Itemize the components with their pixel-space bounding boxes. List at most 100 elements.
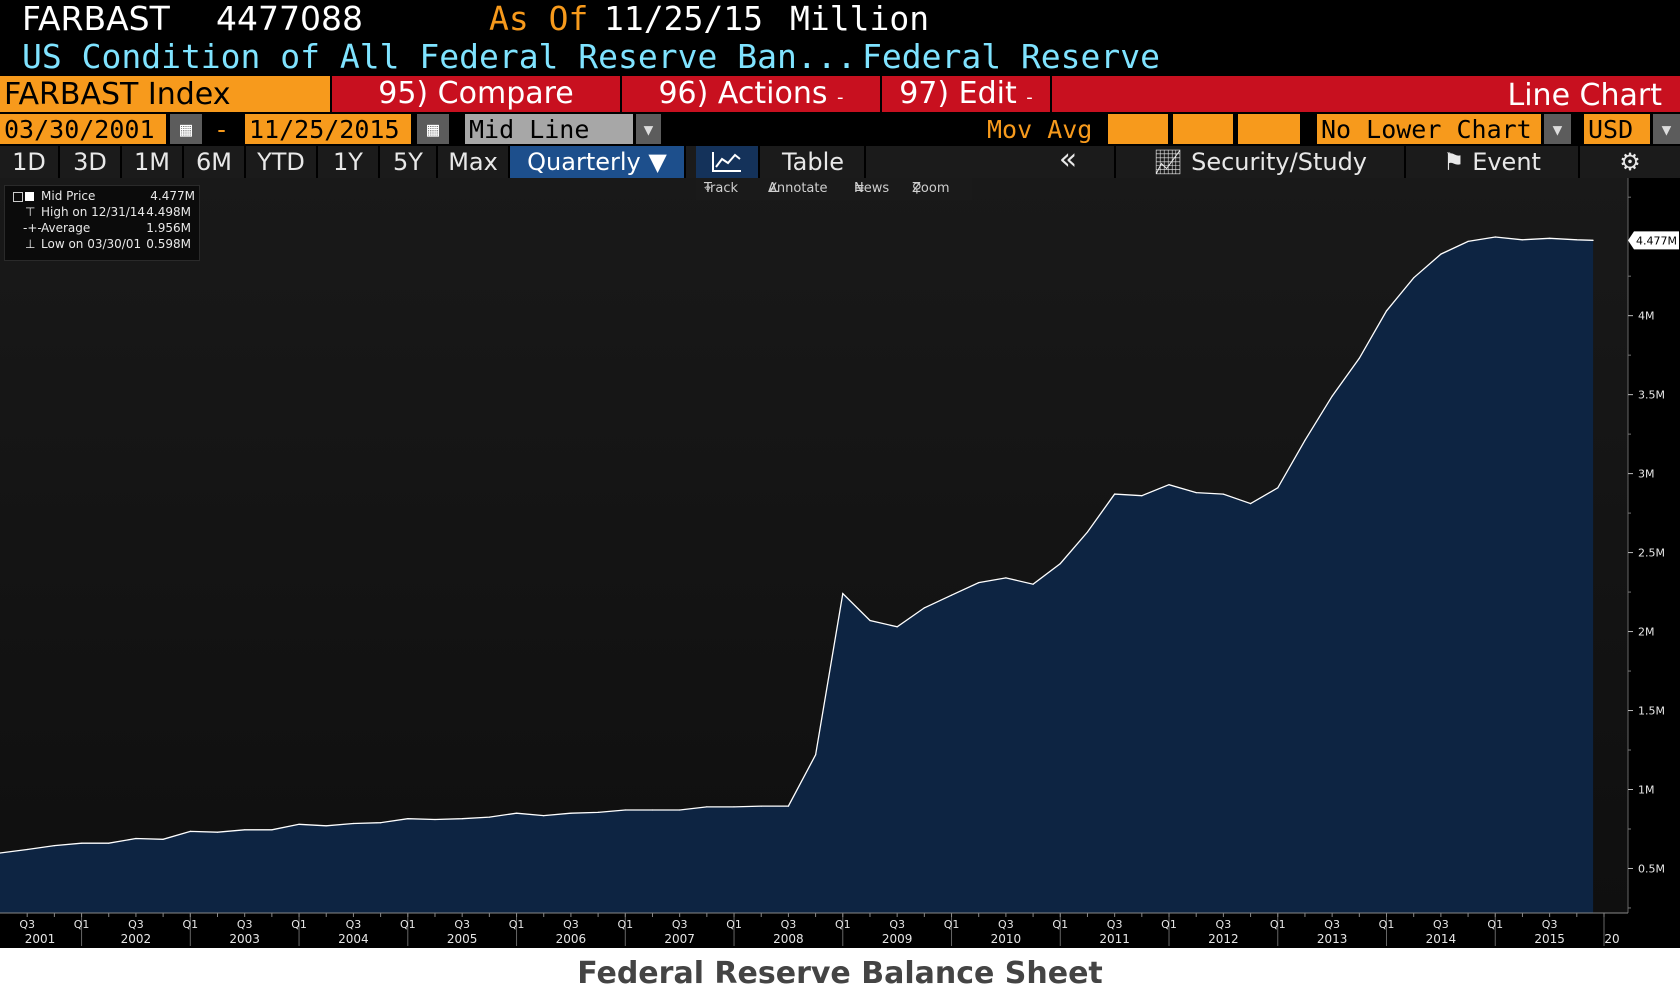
data-point: [325, 825, 327, 827]
toolbar-divider: [1050, 76, 1052, 112]
edit-button[interactable]: 97) Edit -: [880, 76, 1050, 112]
data-point: [760, 805, 762, 807]
y-tick-label: 4M: [1638, 310, 1655, 323]
data-point: [1250, 503, 1252, 505]
data-point: [1440, 253, 1442, 255]
y-tick-label: 3M: [1638, 468, 1655, 481]
news-icon: ≡: [854, 181, 865, 196]
chart-type-label[interactable]: Line Chart: [1507, 78, 1663, 113]
index-name: FARBAST Index: [0, 76, 330, 112]
y-tick-label: 2M: [1638, 626, 1655, 639]
y-tick-label: 0.5M: [1638, 862, 1665, 875]
data-point: [706, 806, 708, 808]
average-marker-icon: -+-: [23, 221, 42, 235]
chart-area[interactable]: 0.5M 1M 1.5M 2M 2.5M 3M 3.5M 4M Q3 Q1 Q3 Q1 Q3 Q1 Q3 Q…: [0, 178, 1680, 948]
chart-legend[interactable]: Mid Price 4.477M ⊤ High on 12/31/14 4.498M …: [4, 185, 200, 261]
data-point: [271, 829, 273, 831]
x-quarter-label: Q1: [617, 918, 633, 931]
start-calendar-icon[interactable]: ▦: [170, 114, 202, 144]
last-price-tag: [1628, 231, 1679, 250]
data-point: [597, 811, 599, 814]
period-1y[interactable]: 1Y: [318, 146, 380, 178]
data-point: [434, 818, 436, 821]
mov-avg-field-1[interactable]: [1108, 114, 1168, 144]
period-ytd[interactable]: YTD: [246, 146, 318, 178]
data-point: [1494, 236, 1496, 238]
data-point: [26, 848, 28, 851]
x-quarter-label: Q1: [291, 918, 307, 931]
event-button[interactable]: ⚑ Event: [1406, 146, 1580, 178]
line-type-dropdown-icon[interactable]: ▼: [636, 114, 661, 144]
period-tabs: 1D 3D 1M 6M YTD 1Y 5Y Max Quarterly ▼ Ta…: [0, 145, 1680, 178]
x-quarter-label: Q1: [1270, 918, 1286, 931]
range-row: 03/30/2001 ▦ - 11/25/2015 ▦ Mid Line ▼ M…: [0, 113, 1680, 145]
lower-chart-dropdown-icon[interactable]: ▼: [1544, 114, 1571, 144]
end-calendar-icon[interactable]: ▦: [417, 114, 449, 144]
end-date-field[interactable]: 11/25/2015: [245, 114, 411, 144]
x-quarter-label: Q3: [781, 918, 797, 931]
x-year-label: 2004: [338, 932, 369, 946]
actions-dropdown-icon: -: [837, 87, 844, 108]
data-point: [135, 837, 137, 840]
x-quarter-label: Q3: [237, 918, 253, 931]
data-point: [1521, 239, 1523, 241]
data-point: [1467, 240, 1469, 242]
high-value: 4.498M: [146, 205, 191, 219]
mid-price-label: Mid Price: [41, 189, 96, 203]
x-quarter-label: Q3: [1216, 918, 1232, 931]
x-axis-background: [0, 913, 1680, 948]
mid-price-value: 4.477M: [150, 189, 195, 203]
lower-chart-select[interactable]: No Lower Chart: [1317, 114, 1541, 144]
table-view-button[interactable]: Table: [762, 146, 866, 178]
study-icon: 📈︎: [1152, 148, 1184, 176]
line-chart-view-button[interactable]: [696, 146, 760, 178]
x-quarter-label: Q1: [509, 918, 525, 931]
function-toolbar: FARBAST Index 95) Compare 96) Actions - …: [0, 76, 1680, 113]
period-3d[interactable]: 3D: [60, 146, 122, 178]
x-quarter-label: Q3: [1433, 918, 1449, 931]
actions-button[interactable]: 96) Actions -: [620, 76, 880, 112]
currency-dropdown-icon[interactable]: ▼: [1653, 114, 1680, 144]
period-6m[interactable]: 6M: [184, 146, 246, 178]
as-of-date: 11/25/15: [604, 0, 763, 38]
period-1d[interactable]: 1D: [0, 146, 60, 178]
data-point: [352, 822, 354, 825]
x-year-label-partial: 20: [1604, 932, 1619, 946]
mov-avg-field-2[interactable]: [1173, 114, 1233, 144]
currency-select[interactable]: USD: [1584, 114, 1650, 144]
x-quarter-label: Q1: [835, 918, 851, 931]
data-point: [1358, 357, 1360, 359]
period-max[interactable]: Max: [438, 146, 510, 178]
security-study-label: Security/Study: [1191, 148, 1368, 176]
period-5y[interactable]: 5Y: [380, 146, 438, 178]
actions-label: 96) Actions: [658, 76, 828, 111]
data-point: [1592, 239, 1594, 241]
date-range-separator: -: [214, 115, 230, 144]
frequency-select[interactable]: Quarterly ▼: [510, 146, 686, 178]
data-point: [1385, 310, 1388, 312]
data-point: [950, 594, 953, 596]
data-point: [1549, 237, 1551, 239]
data-point: [733, 806, 735, 808]
x-quarter-label: Q3: [1324, 918, 1340, 931]
legend-collapse-icon[interactable]: [13, 192, 23, 202]
flag-icon: ⚑: [1443, 148, 1465, 176]
settings-button[interactable]: ⚙: [1580, 146, 1680, 178]
x-quarter-label: Q1: [182, 918, 198, 931]
data-point: [1059, 563, 1061, 565]
event-label: Event: [1472, 148, 1541, 176]
security-study-button[interactable]: 📈︎ Security/Study: [1116, 146, 1406, 178]
ticker-symbol: FARBAST: [22, 0, 170, 38]
line-type-select[interactable]: Mid Line: [465, 114, 633, 144]
figure-caption: Federal Reserve Balance Sheet: [577, 956, 1103, 991]
average-value: 1.956M: [146, 221, 191, 235]
zoom-label: Zoom: [912, 181, 950, 196]
data-point: [162, 838, 164, 840]
period-1m[interactable]: 1M: [122, 146, 184, 178]
collapse-panel-button[interactable]: «: [1022, 145, 1116, 178]
start-date-field[interactable]: 03/30/2001: [0, 114, 166, 144]
series-line: [0, 236, 1594, 854]
news-label: News: [854, 181, 890, 196]
mov-avg-field-3[interactable]: [1238, 114, 1300, 144]
compare-button[interactable]: 95) Compare: [330, 76, 620, 112]
